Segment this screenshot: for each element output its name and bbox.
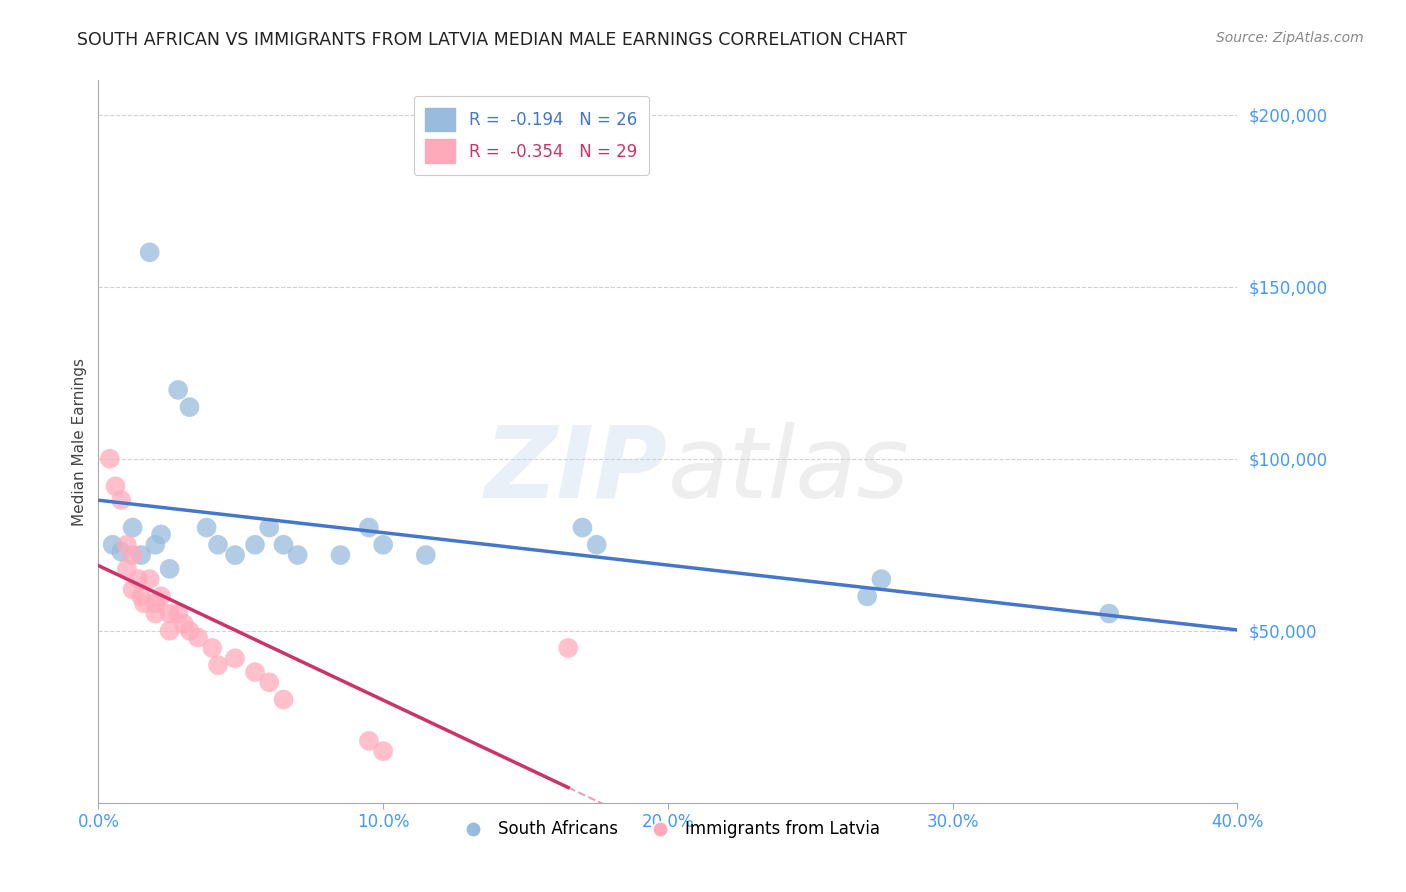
Point bbox=[243, 665, 266, 679]
Point bbox=[224, 651, 246, 665]
Point bbox=[110, 544, 132, 558]
Point bbox=[150, 590, 173, 604]
Point bbox=[373, 538, 395, 552]
Point bbox=[132, 596, 155, 610]
Point bbox=[870, 572, 893, 586]
Point bbox=[159, 624, 181, 638]
Point bbox=[207, 658, 229, 673]
Point bbox=[159, 607, 181, 621]
Point bbox=[273, 692, 295, 706]
Point bbox=[329, 548, 352, 562]
Point bbox=[273, 538, 295, 552]
Point bbox=[145, 596, 167, 610]
Point bbox=[207, 538, 229, 552]
Point bbox=[145, 607, 167, 621]
Point bbox=[287, 548, 309, 562]
Point bbox=[856, 590, 879, 604]
Point bbox=[1098, 607, 1121, 621]
Point bbox=[101, 538, 124, 552]
Legend: South Africans, Immigrants from Latvia: South Africans, Immigrants from Latvia bbox=[450, 814, 886, 845]
Point bbox=[121, 520, 143, 534]
Point bbox=[173, 616, 195, 631]
Text: atlas: atlas bbox=[668, 422, 910, 519]
Point bbox=[373, 744, 395, 758]
Point bbox=[129, 590, 152, 604]
Point bbox=[243, 538, 266, 552]
Point bbox=[357, 734, 380, 748]
Point bbox=[187, 631, 209, 645]
Point bbox=[179, 624, 201, 638]
Point bbox=[145, 538, 167, 552]
Point bbox=[115, 562, 138, 576]
Point bbox=[201, 640, 224, 655]
Point bbox=[121, 548, 143, 562]
Point bbox=[159, 562, 181, 576]
Text: Source: ZipAtlas.com: Source: ZipAtlas.com bbox=[1216, 31, 1364, 45]
Point bbox=[357, 520, 380, 534]
Text: ZIP: ZIP bbox=[485, 422, 668, 519]
Point bbox=[104, 479, 127, 493]
Point bbox=[115, 538, 138, 552]
Point bbox=[585, 538, 607, 552]
Point bbox=[415, 548, 437, 562]
Point bbox=[224, 548, 246, 562]
Point bbox=[259, 675, 281, 690]
Point bbox=[121, 582, 143, 597]
Point bbox=[557, 640, 579, 655]
Point bbox=[98, 451, 121, 466]
Point bbox=[259, 520, 281, 534]
Point bbox=[167, 383, 190, 397]
Point bbox=[195, 520, 218, 534]
Point bbox=[179, 400, 201, 414]
Point bbox=[167, 607, 190, 621]
Point bbox=[129, 548, 152, 562]
Text: SOUTH AFRICAN VS IMMIGRANTS FROM LATVIA MEDIAN MALE EARNINGS CORRELATION CHART: SOUTH AFRICAN VS IMMIGRANTS FROM LATVIA … bbox=[77, 31, 907, 49]
Point bbox=[138, 572, 160, 586]
Point bbox=[150, 527, 173, 541]
Point bbox=[571, 520, 593, 534]
Point bbox=[138, 245, 160, 260]
Y-axis label: Median Male Earnings: Median Male Earnings bbox=[72, 358, 87, 525]
Point bbox=[110, 493, 132, 508]
Point bbox=[127, 572, 149, 586]
